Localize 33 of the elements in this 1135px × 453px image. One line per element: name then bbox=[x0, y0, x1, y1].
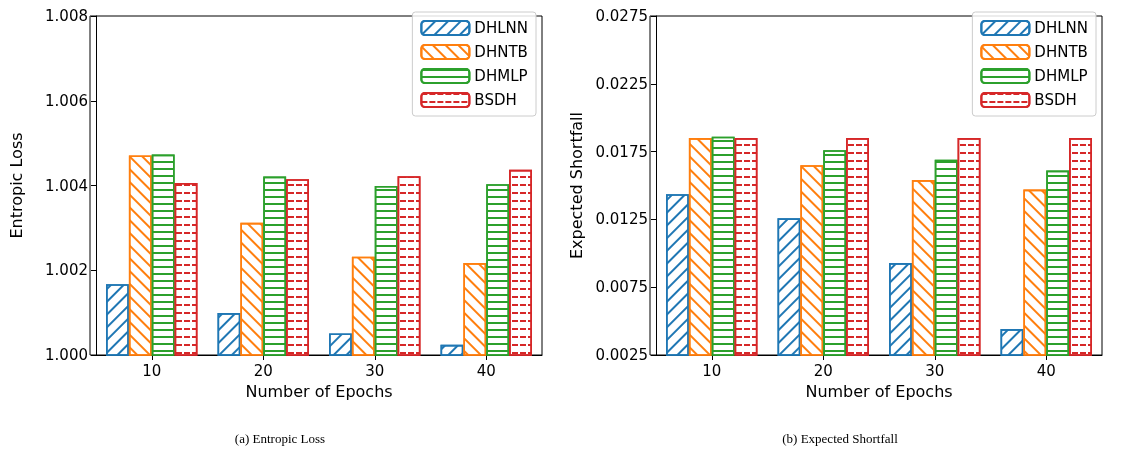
x-tick-label: 30 bbox=[365, 361, 385, 380]
y-tick-label: 0.0175 bbox=[595, 142, 648, 161]
y-tick-label: 0.0075 bbox=[595, 278, 648, 297]
y-tick-label: 1.002 bbox=[45, 261, 88, 280]
legend-label: DHMLP bbox=[1034, 67, 1088, 85]
x-tick-label: 20 bbox=[813, 361, 833, 380]
y-tick-label: 0.0225 bbox=[595, 74, 648, 93]
y-tick-label: 0.0125 bbox=[595, 210, 648, 229]
legend-label: BSDH bbox=[474, 91, 517, 109]
x-tick-label: 10 bbox=[702, 361, 722, 380]
y-axis-title: Expected Shortfall bbox=[566, 112, 586, 259]
text: (a) Entropic Loss bbox=[234, 431, 326, 446]
x-tick-label: 10 bbox=[142, 361, 162, 380]
y-tick-label: 1.006 bbox=[45, 91, 88, 110]
x-tick-label: 30 bbox=[925, 361, 945, 380]
y-tick-label: 0.0025 bbox=[595, 346, 648, 364]
x-tick-label: 40 bbox=[476, 361, 496, 380]
x-tick-label: 40 bbox=[1036, 361, 1056, 380]
y-axis-title: Entropic Loss bbox=[6, 132, 26, 239]
text: (b) Expected Shortfall bbox=[782, 431, 899, 446]
legend-label: DHNTB bbox=[1034, 43, 1088, 61]
x-tick-label: 20 bbox=[253, 361, 273, 380]
legend-label: DHNTB bbox=[474, 43, 528, 61]
legend-label: DHMLP bbox=[474, 67, 528, 85]
legend-label: BSDH bbox=[1034, 91, 1077, 109]
x-axis-title: Number of Epochs bbox=[805, 381, 953, 401]
y-tick-label: 1.000 bbox=[45, 346, 88, 364]
x-axis-title: Number of Epochs bbox=[245, 381, 393, 401]
y-tick-label: 1.008 bbox=[45, 7, 88, 25]
y-tick-label: 1.004 bbox=[45, 176, 88, 195]
y-tick-label: 0.0275 bbox=[595, 7, 648, 25]
legend-label: DHLNN bbox=[1034, 19, 1089, 37]
legend-label: DHLNN bbox=[474, 19, 529, 37]
